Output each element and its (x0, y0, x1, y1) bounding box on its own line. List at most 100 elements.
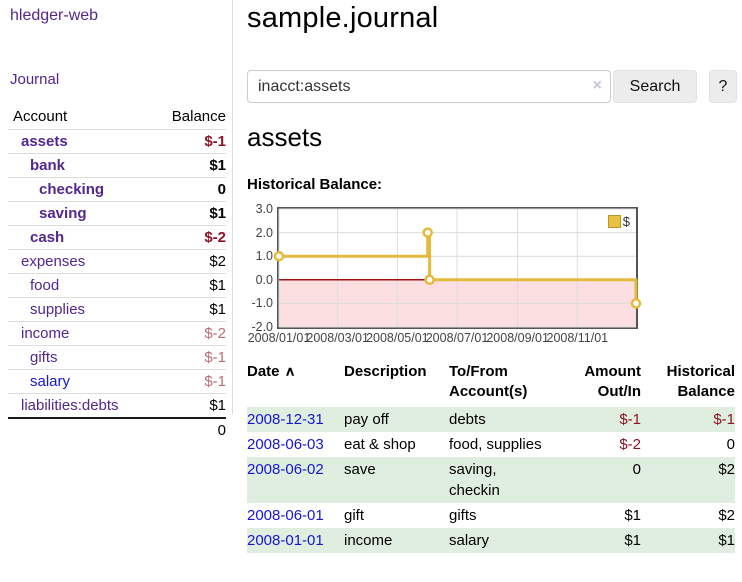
sidebar-account-balance: $1 (209, 301, 226, 318)
sidebar-account-link[interactable]: bank (30, 157, 66, 174)
sidebar-account-balance: $-2 (204, 229, 226, 246)
sidebar-account-balance: $-1 (204, 373, 226, 390)
y-axis-tick-label: 3.0 (255, 202, 273, 216)
transaction-description: eat & shop (344, 436, 416, 453)
balance-chart: $ 3.0 2.0 1.0 0.0 -1.0 -2.0 2008/01/01 2008/03/… (247, 201, 647, 349)
x-axis-tick-label: 2008/01/01 (247, 331, 311, 345)
x-axis-tick-label: 2008/11/01 (546, 331, 609, 345)
sidebar-account-link[interactable]: salary (30, 373, 71, 390)
historical-balance-label: Historical Balance: (247, 176, 383, 193)
sidebar-account-row: assets $-1 (8, 129, 226, 153)
data-point-marker (424, 274, 435, 286)
transaction-balance: $2 (718, 461, 735, 478)
clear-search-icon[interactable]: × (592, 77, 602, 94)
transaction-row: 2008-06-03 eat & shop food, supplies $-2 0 (247, 432, 735, 457)
sidebar-account-balance: 0 (217, 181, 226, 198)
transaction-accounts: debts (449, 411, 486, 428)
sidebar-account-link[interactable]: expenses (21, 253, 86, 270)
sidebar-account-row: income $-2 (8, 321, 226, 345)
x-axis-tick-label: 2008/03/01 (306, 331, 369, 345)
sort-ascending-icon[interactable]: ∧ (284, 364, 296, 379)
sidebar-account-balance: $1 (209, 205, 226, 222)
chart-canvas (273, 208, 642, 328)
sidebar-account-row: gifts $-1 (8, 345, 226, 369)
sidebar-account-link[interactable]: cash (30, 229, 65, 246)
sidebar-account-link[interactable]: food (30, 277, 60, 294)
help-button[interactable]: ? (709, 70, 737, 103)
account-heading: assets (247, 122, 323, 152)
sidebar-account-link[interactable]: liabilities:debts (21, 397, 119, 414)
data-point-marker (422, 227, 433, 238)
data-point-marker (273, 250, 285, 262)
transaction-description: income (344, 532, 393, 549)
sidebar-total-balance: 0 (217, 421, 226, 439)
sidebar-account-row: saving $1 (8, 201, 226, 225)
x-axis-tick-label: 2008/05/01 (366, 331, 429, 345)
transaction-row: 2008-12-31 pay off debts $-1 $-1 (247, 407, 735, 432)
transaction-date-link[interactable]: 2008-01-01 (247, 532, 324, 549)
transaction-row: 2008-01-01 income salary $1 $1 (247, 528, 735, 553)
sidebar-account-balance: $-1 (204, 349, 226, 366)
transaction-balance: $1 (718, 532, 735, 549)
transaction-date-link[interactable]: 2008-06-03 (247, 436, 324, 453)
app-title-link[interactable]: hledger-web (10, 7, 99, 24)
sidebar-account-balance: $2 (209, 253, 226, 270)
date-column-header[interactable]: Date ∧ (247, 363, 296, 380)
sidebar-account-balance: $-1 (204, 133, 226, 150)
transaction-date-link[interactable]: 2008-12-31 (247, 411, 324, 428)
page-title: sample.journal (247, 2, 439, 34)
transaction-date-link[interactable]: 2008-06-02 (247, 461, 324, 478)
sidebar-account-link[interactable]: assets (21, 133, 68, 150)
sidebar-account-row: cash $-2 (8, 225, 226, 249)
transaction-description: gift (344, 507, 365, 524)
sidebar-account-row: checking 0 (8, 177, 226, 201)
transaction-amount: 0 (632, 461, 641, 478)
sidebar-account-row: supplies $1 (8, 297, 226, 321)
transactions-table-header: Date ∧ Description To/From Account(s) Amo… (247, 362, 735, 402)
transaction-row: 2008-06-02 save saving, checkin 0 $2 (247, 457, 735, 503)
transaction-description: pay off (344, 411, 389, 428)
transaction-amount: $-2 (619, 436, 641, 453)
x-axis-tick-label: 2008/09/01 (486, 331, 549, 345)
y-axis-tick-label: 1.0 (255, 249, 273, 264)
search-button[interactable]: Search (613, 70, 697, 103)
amount-column-header: Amount Out/In (584, 363, 641, 400)
sidebar-account-row: expenses $2 (8, 249, 226, 273)
sidebar-account-link[interactable]: income (21, 325, 70, 342)
transactions-table: Date ∧ Description To/From Account(s) Amo… (247, 362, 735, 553)
description-column-header: Description (344, 363, 427, 380)
sidebar-account-row: liabilities:debts $1 (8, 393, 226, 417)
transaction-balance: 0 (726, 436, 735, 453)
transaction-description: save (344, 461, 376, 478)
sidebar-account-link[interactable]: checking (39, 181, 105, 198)
transaction-accounts: gifts (449, 507, 477, 524)
y-axis-tick-label: 2.0 (255, 225, 273, 240)
tofrom-column-header: To/From Account(s) (449, 363, 528, 400)
sidebar-divider (232, 0, 233, 414)
chart-plot-area: $ (273, 207, 642, 329)
transaction-date-link[interactable]: 2008-06-01 (247, 507, 324, 524)
search-form: × (247, 70, 611, 103)
sidebar-account-row: food $1 (8, 273, 226, 297)
legend-label: $ (622, 214, 630, 229)
transaction-accounts: food, supplies (449, 436, 542, 453)
sidebar-header-row: Account Balance (8, 104, 226, 129)
sidebar-account-link[interactable]: gifts (30, 349, 58, 366)
y-axis-tick-label: 0.0 (255, 272, 273, 287)
legend-color-swatch (607, 215, 621, 228)
sidebar-account-row: bank $1 (8, 153, 226, 177)
sidebar-account-link[interactable]: supplies (30, 301, 86, 318)
balance-column-header: Balance (171, 108, 226, 125)
sidebar-account-row: salary $-1 (8, 369, 226, 393)
transaction-balance: $-1 (713, 411, 735, 428)
sidebar-item-journal[interactable]: Journal (10, 71, 60, 88)
data-point-marker (630, 298, 642, 309)
x-axis-tick-label: 2008/07/01 (425, 331, 489, 345)
transaction-amount: $-1 (619, 411, 641, 428)
sidebar-account-balance: $1 (209, 157, 226, 174)
balance-column-header: Historical Balance (666, 363, 735, 400)
sidebar-account-link[interactable]: saving (39, 205, 87, 222)
sidebar-account-balance: $1 (209, 277, 226, 294)
search-input[interactable] (247, 70, 611, 103)
